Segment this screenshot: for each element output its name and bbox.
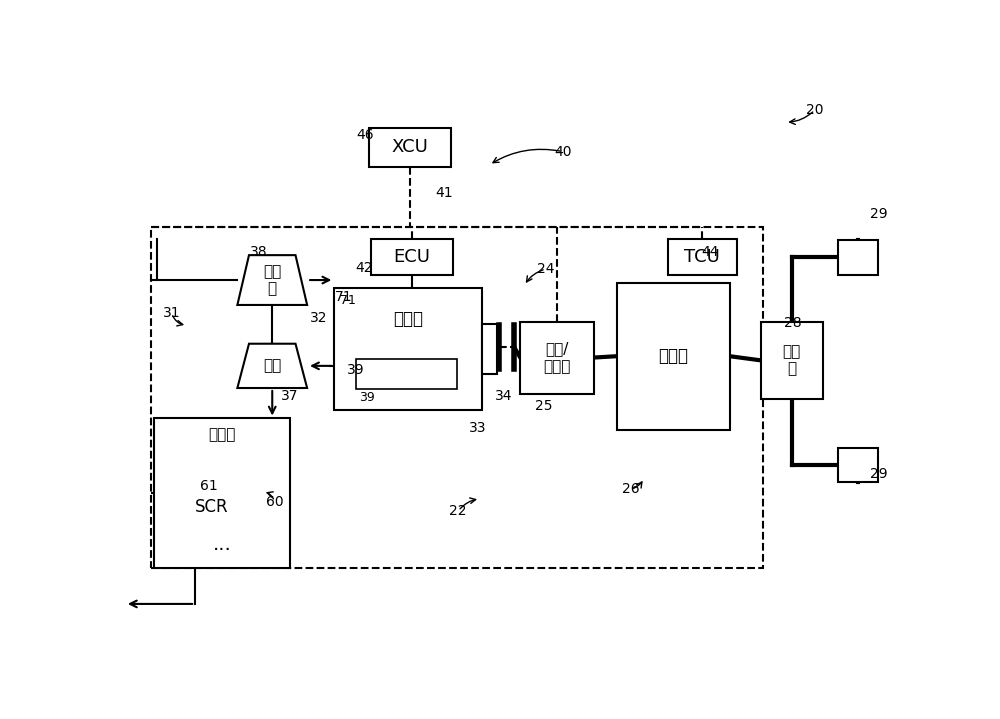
Text: 26: 26 <box>622 482 640 496</box>
Text: ECU: ECU <box>394 247 431 265</box>
Text: 38: 38 <box>249 245 267 260</box>
FancyArrowPatch shape <box>460 498 476 509</box>
Text: 28: 28 <box>784 316 802 330</box>
Bar <box>520 321 594 393</box>
Text: 31: 31 <box>163 306 180 320</box>
Text: 25: 25 <box>535 399 552 413</box>
FancyArrowPatch shape <box>634 482 642 488</box>
Bar <box>356 359 457 389</box>
Text: 42: 42 <box>355 261 372 275</box>
Text: 差速
器: 差速 器 <box>782 344 801 377</box>
FancyArrowPatch shape <box>493 150 560 162</box>
Bar <box>371 239 453 275</box>
Text: XCU: XCU <box>391 138 428 156</box>
Text: 变速器: 变速器 <box>658 347 688 365</box>
Text: ...: ... <box>213 535 232 554</box>
Text: 32: 32 <box>310 311 328 325</box>
Text: 40: 40 <box>554 145 572 159</box>
Text: 29: 29 <box>870 206 888 221</box>
Text: 39: 39 <box>347 363 365 377</box>
FancyArrowPatch shape <box>790 112 813 124</box>
Text: 29: 29 <box>870 467 888 481</box>
Text: 马达/
发电机: 马达/ 发电机 <box>543 342 571 374</box>
Bar <box>761 321 822 399</box>
Text: 后处理: 后处理 <box>209 428 236 443</box>
Text: TCU: TCU <box>684 247 720 265</box>
Text: 46: 46 <box>356 128 374 142</box>
Polygon shape <box>237 344 307 388</box>
Bar <box>151 227 763 568</box>
Text: 71: 71 <box>335 290 352 303</box>
Bar <box>838 448 878 482</box>
Text: 压缩
机: 压缩 机 <box>263 264 281 296</box>
Bar <box>334 288 482 410</box>
Polygon shape <box>237 255 307 305</box>
Text: 34: 34 <box>494 389 512 403</box>
Text: 39: 39 <box>359 391 375 405</box>
Text: 37: 37 <box>281 389 299 403</box>
Text: 涡轮: 涡轮 <box>263 358 281 373</box>
Bar <box>482 324 497 374</box>
Bar <box>668 239 737 275</box>
Bar <box>617 283 730 429</box>
Text: 24: 24 <box>537 262 555 276</box>
Text: 61: 61 <box>200 479 218 493</box>
Bar <box>369 128 450 167</box>
Bar <box>175 482 249 532</box>
Text: 41: 41 <box>435 186 453 200</box>
Text: SCR: SCR <box>195 498 229 516</box>
Text: 发动机: 发动机 <box>393 310 423 328</box>
Text: 20: 20 <box>806 103 824 117</box>
Text: 44: 44 <box>701 245 719 260</box>
FancyArrowPatch shape <box>267 492 274 499</box>
Text: 22: 22 <box>450 504 467 518</box>
Text: 33: 33 <box>469 421 486 436</box>
Bar <box>154 418 290 568</box>
Text: 60: 60 <box>266 495 283 508</box>
Bar <box>838 240 878 275</box>
FancyArrowPatch shape <box>173 316 183 326</box>
FancyArrowPatch shape <box>527 270 543 282</box>
Text: 71: 71 <box>340 294 356 307</box>
